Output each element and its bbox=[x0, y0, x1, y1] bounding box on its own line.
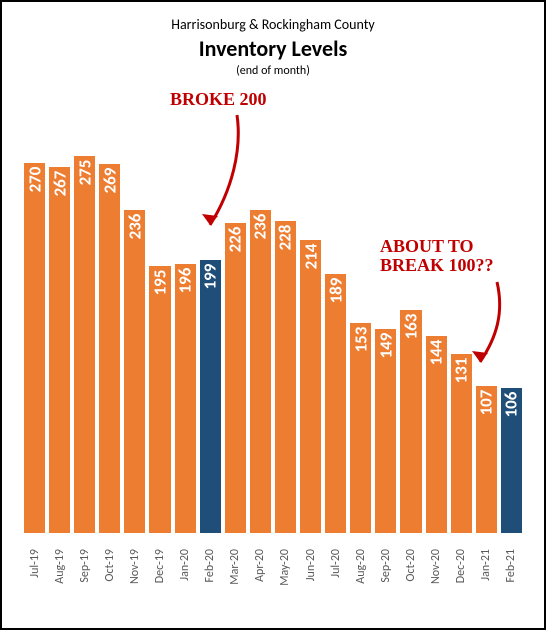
bar: 195 bbox=[149, 266, 170, 533]
bar: 199 bbox=[200, 260, 221, 533]
x-axis-label: Jan-20 bbox=[175, 538, 196, 618]
bar-value-label: 269 bbox=[99, 168, 120, 194]
x-axis-label: Sep-20 bbox=[375, 538, 396, 618]
chart-title: Inventory Levels bbox=[2, 35, 544, 62]
x-axis-label: Dec-20 bbox=[451, 538, 472, 618]
x-axis-label: Sep-19 bbox=[74, 538, 95, 618]
bar-value-label: 131 bbox=[451, 357, 472, 383]
bar-value-label: 236 bbox=[250, 213, 271, 239]
bar-value-label: 196 bbox=[175, 268, 196, 294]
bar: 189 bbox=[325, 274, 346, 533]
bar-value-label: 214 bbox=[300, 243, 321, 269]
bar: 236 bbox=[124, 210, 145, 533]
title-block: Harrisonburg & Rockingham County Invento… bbox=[2, 2, 544, 78]
bar-value-label: 144 bbox=[426, 339, 447, 365]
x-axis-label: Jul-20 bbox=[325, 538, 346, 618]
bar: 163 bbox=[400, 310, 421, 533]
bar-value-label: 267 bbox=[49, 171, 70, 197]
bar: 107 bbox=[476, 386, 497, 533]
bar: 144 bbox=[426, 336, 447, 533]
bar: 269 bbox=[99, 164, 120, 533]
bar: 270 bbox=[24, 163, 45, 533]
x-axis-label: May-20 bbox=[275, 538, 296, 618]
bar: 153 bbox=[350, 323, 371, 533]
x-axis-label: Oct-20 bbox=[400, 538, 421, 618]
x-axis-label: Apr-20 bbox=[250, 538, 271, 618]
bar-value-label: 228 bbox=[275, 224, 296, 250]
annotation-break-100: ABOUT TO BREAK 100?? bbox=[380, 237, 494, 275]
x-axis-label: Jun-20 bbox=[300, 538, 321, 618]
bar: 275 bbox=[74, 156, 95, 533]
bar: 267 bbox=[49, 167, 70, 533]
x-axis-labels: Jul-19Aug-19Sep-19Oct-19Nov-19Dec-19Jan-… bbox=[24, 538, 522, 618]
x-axis-label: Mar-20 bbox=[225, 538, 246, 618]
bar-value-label: 195 bbox=[150, 269, 171, 295]
bar-value-label: 149 bbox=[375, 332, 396, 358]
bar-value-label: 236 bbox=[124, 213, 145, 239]
x-axis-label: Oct-19 bbox=[99, 538, 120, 618]
bar-value-label: 226 bbox=[225, 227, 246, 253]
annotation-broke-200: BROKE 200 bbox=[170, 90, 267, 109]
chart-area: 2702672752692361951961992262362282141891… bbox=[24, 122, 522, 533]
bar-value-label: 189 bbox=[325, 278, 346, 304]
subtitle-bottom: (end of month) bbox=[2, 64, 544, 78]
x-axis-label: Nov-20 bbox=[426, 538, 447, 618]
bar: 226 bbox=[225, 223, 246, 533]
bar-value-label: 275 bbox=[74, 160, 95, 186]
bar-value-label: 106 bbox=[501, 391, 522, 417]
bar-value-label: 270 bbox=[24, 167, 45, 193]
bar-value-label: 107 bbox=[476, 390, 497, 416]
bar: 131 bbox=[451, 354, 472, 533]
x-axis-label: Jan-21 bbox=[476, 538, 497, 618]
bar: 106 bbox=[501, 388, 522, 533]
bar: 149 bbox=[375, 329, 396, 533]
bar: 214 bbox=[300, 240, 321, 533]
bar: 228 bbox=[275, 221, 296, 533]
chart-frame: Harrisonburg & Rockingham County Invento… bbox=[0, 0, 546, 630]
bar: 236 bbox=[250, 210, 271, 533]
subtitle-top: Harrisonburg & Rockingham County bbox=[2, 16, 544, 33]
bar-value-label: 163 bbox=[400, 313, 421, 339]
x-axis-label: Nov-19 bbox=[124, 538, 145, 618]
bar-value-label: 199 bbox=[200, 264, 221, 290]
bar-value-label: 153 bbox=[350, 327, 371, 353]
bar: 196 bbox=[175, 264, 196, 533]
x-axis-label: Feb-21 bbox=[501, 538, 522, 618]
x-axis-label: Dec-19 bbox=[149, 538, 170, 618]
x-axis-label: Aug-19 bbox=[49, 538, 70, 618]
bar-container: 2702672752692361951961992262362282141891… bbox=[24, 122, 522, 533]
x-axis-label: Feb-20 bbox=[200, 538, 221, 618]
x-axis-label: Aug-20 bbox=[350, 538, 371, 618]
x-axis-label: Jul-19 bbox=[24, 538, 45, 618]
